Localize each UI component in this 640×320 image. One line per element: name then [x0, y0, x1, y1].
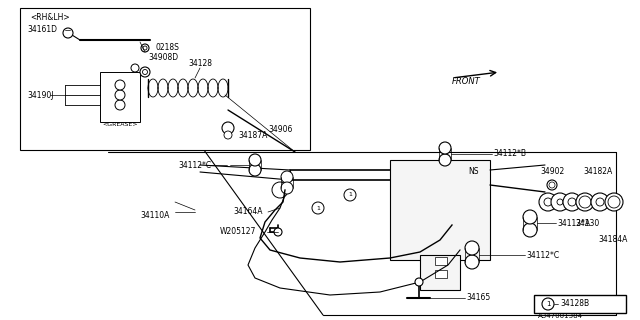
Text: 34128: 34128 — [188, 60, 212, 68]
Circle shape — [141, 44, 149, 52]
Circle shape — [439, 154, 451, 166]
Text: NS: NS — [468, 167, 479, 177]
Circle shape — [63, 28, 73, 38]
Bar — [100, 72, 140, 122]
Circle shape — [143, 69, 147, 75]
Circle shape — [439, 142, 451, 154]
Circle shape — [544, 198, 552, 206]
Text: 1: 1 — [316, 205, 320, 211]
Circle shape — [344, 189, 356, 201]
Circle shape — [272, 182, 288, 198]
Circle shape — [551, 193, 569, 211]
Circle shape — [281, 171, 293, 183]
Text: 34902: 34902 — [540, 167, 564, 177]
Bar — [435, 257, 447, 265]
Text: 1: 1 — [348, 193, 352, 197]
Bar — [534, 295, 626, 313]
Text: 34184A: 34184A — [598, 236, 627, 244]
Circle shape — [415, 278, 423, 286]
Circle shape — [563, 193, 581, 211]
Circle shape — [542, 298, 554, 310]
Circle shape — [222, 122, 234, 134]
Circle shape — [557, 199, 563, 205]
Text: 34164A: 34164A — [233, 207, 262, 217]
Text: 34190J: 34190J — [27, 91, 54, 100]
Bar — [435, 270, 447, 278]
Circle shape — [591, 193, 609, 211]
Circle shape — [523, 223, 537, 237]
Circle shape — [115, 100, 125, 110]
Bar — [20, 8, 310, 150]
Circle shape — [576, 193, 594, 211]
Circle shape — [115, 80, 125, 90]
Text: <GREASE>: <GREASE> — [102, 123, 138, 127]
Text: 34112*B: 34112*B — [493, 149, 526, 158]
Circle shape — [274, 228, 282, 236]
Circle shape — [549, 182, 555, 188]
Circle shape — [249, 154, 261, 166]
Text: 34908D: 34908D — [148, 53, 178, 62]
Circle shape — [281, 182, 293, 194]
Circle shape — [605, 193, 623, 211]
Text: 34112*A: 34112*A — [557, 219, 590, 228]
Circle shape — [140, 67, 150, 77]
Text: 34110A: 34110A — [140, 211, 170, 220]
Text: 1: 1 — [546, 301, 550, 307]
Circle shape — [224, 131, 232, 139]
Circle shape — [568, 198, 576, 206]
Bar — [420, 255, 460, 290]
Text: 34187A: 34187A — [238, 131, 268, 140]
Text: W205127: W205127 — [220, 228, 257, 236]
Text: 34112*C: 34112*C — [526, 251, 559, 260]
Circle shape — [115, 90, 125, 100]
Circle shape — [523, 210, 537, 224]
Text: FRONT: FRONT — [452, 77, 481, 86]
Circle shape — [249, 164, 261, 176]
Circle shape — [579, 196, 591, 208]
Circle shape — [465, 255, 479, 269]
Text: 34161D: 34161D — [27, 26, 57, 35]
Text: 34112*C: 34112*C — [178, 161, 211, 170]
Circle shape — [596, 198, 604, 206]
Circle shape — [547, 180, 557, 190]
Text: 34165: 34165 — [466, 293, 490, 302]
Circle shape — [312, 202, 324, 214]
Text: 34182A: 34182A — [583, 167, 612, 177]
Text: 34128B: 34128B — [560, 300, 589, 308]
Circle shape — [539, 193, 557, 211]
Text: 0218S: 0218S — [155, 44, 179, 52]
Text: 34130: 34130 — [575, 219, 599, 228]
Text: <RH&LH>: <RH&LH> — [30, 12, 70, 21]
Circle shape — [465, 241, 479, 255]
Circle shape — [143, 46, 147, 50]
Circle shape — [608, 196, 620, 208]
Text: 34906: 34906 — [268, 125, 292, 134]
Bar — [390, 160, 490, 260]
Circle shape — [131, 64, 139, 72]
Text: A347001384: A347001384 — [538, 313, 582, 319]
